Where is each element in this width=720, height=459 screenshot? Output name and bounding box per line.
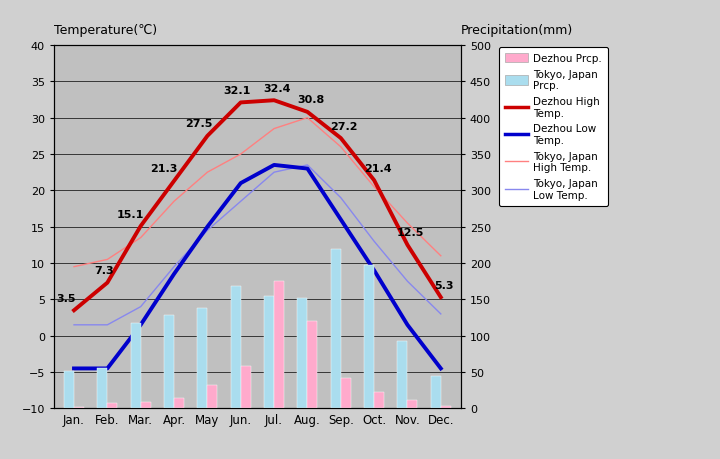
Bar bbox=[441, 406, 451, 409]
Text: 12.5: 12.5 bbox=[397, 228, 425, 238]
Bar bbox=[230, 287, 240, 409]
Bar bbox=[364, 266, 374, 409]
Text: 32.1: 32.1 bbox=[224, 86, 251, 96]
Text: 7.3: 7.3 bbox=[94, 266, 114, 275]
Text: 30.8: 30.8 bbox=[297, 95, 325, 105]
Bar bbox=[140, 402, 150, 409]
Bar bbox=[341, 378, 351, 409]
Bar bbox=[307, 321, 318, 409]
Text: 32.4: 32.4 bbox=[264, 84, 291, 94]
Bar bbox=[408, 400, 418, 409]
Bar bbox=[74, 407, 84, 409]
Text: 21.4: 21.4 bbox=[364, 163, 391, 174]
Bar bbox=[197, 308, 207, 409]
Text: 5.3: 5.3 bbox=[434, 280, 454, 290]
Bar bbox=[274, 281, 284, 409]
Bar bbox=[107, 403, 117, 409]
Bar bbox=[207, 385, 217, 409]
Text: 15.1: 15.1 bbox=[117, 209, 145, 219]
Bar bbox=[431, 376, 441, 409]
Bar bbox=[330, 249, 341, 409]
Legend: Dezhou Prcp., Tokyo, Japan
Prcp., Dezhou High
Temp., Dezhou Low
Temp., Tokyo, Ja: Dezhou Prcp., Tokyo, Japan Prcp., Dezhou… bbox=[498, 47, 608, 207]
Bar bbox=[397, 341, 408, 409]
Bar bbox=[64, 371, 74, 409]
Text: 27.2: 27.2 bbox=[330, 121, 358, 131]
Text: Precipitation(mm): Precipitation(mm) bbox=[461, 24, 573, 37]
Bar bbox=[131, 323, 140, 409]
Text: 3.5: 3.5 bbox=[56, 293, 76, 303]
Bar bbox=[164, 316, 174, 409]
Bar bbox=[374, 392, 384, 409]
Bar bbox=[264, 297, 274, 409]
Bar bbox=[97, 368, 107, 409]
Text: 27.5: 27.5 bbox=[185, 119, 212, 129]
Text: Temperature(℃): Temperature(℃) bbox=[54, 24, 157, 37]
Bar bbox=[297, 298, 307, 409]
Bar bbox=[174, 398, 184, 409]
Text: 21.3: 21.3 bbox=[150, 164, 178, 174]
Bar bbox=[240, 366, 251, 409]
